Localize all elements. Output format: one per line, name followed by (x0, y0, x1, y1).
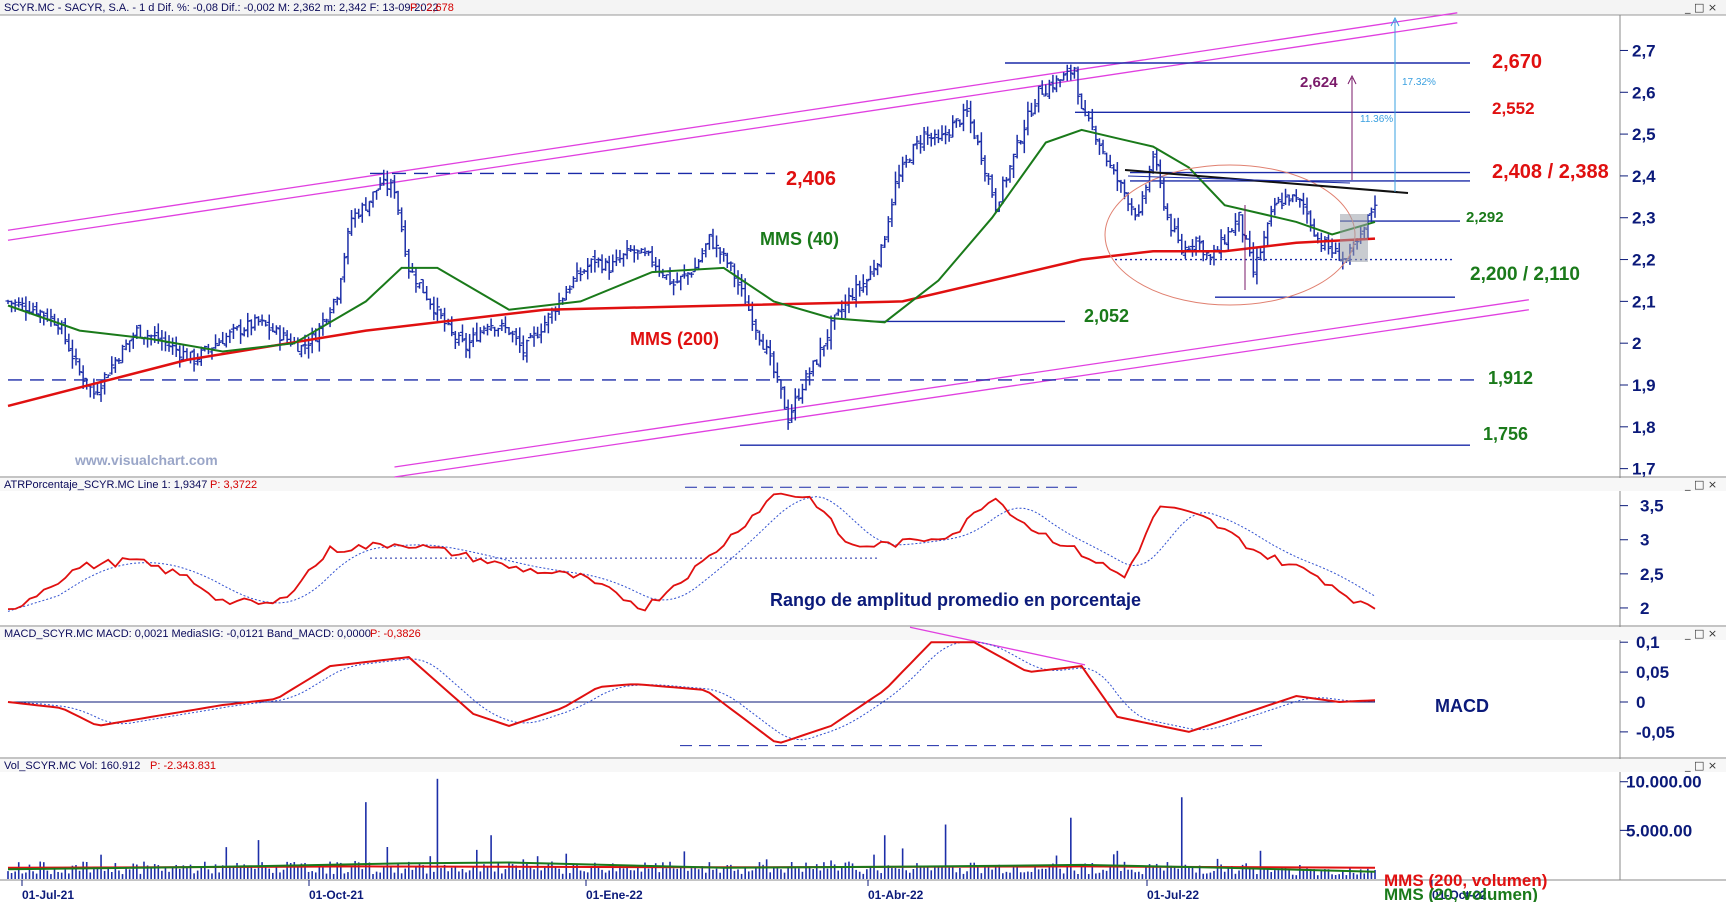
x-axis-tick-label: 01-Oct-21 (309, 888, 364, 902)
vol-panel-header: Vol_SCYR.MC Vol: 160.912 (4, 760, 140, 772)
y-axes: 1,7 1,8 1,9 2 2,1 2,2 2,3 2,4 2,5 2,6 2,7 (1620, 41, 1656, 479)
price-channel (7, 12, 1529, 478)
level-label-2200-2110: 2,200 / 2,110 (1470, 264, 1580, 285)
trendline-parallel (1127, 175, 1351, 184)
channel-upper-line-1 (7, 12, 1458, 231)
macd-divergence-line (909, 626, 1086, 666)
atr-axis-tick-label: 2 (1640, 599, 1649, 618)
atr-main-line (7, 492, 1376, 612)
atr-panel-window-buttons[interactable]: _ □ × (1684, 478, 1717, 491)
vol-mms20-line (7, 861, 1376, 873)
mms40-label: MMS (40) (760, 229, 839, 249)
price-axis-tick-label: 2,1 (1632, 292, 1656, 311)
price-axis-tick-label: 2,7 (1632, 41, 1656, 60)
level-label-2552: 2,552 (1492, 99, 1535, 118)
volume-panel: 10.000.00 5.000.00 (7, 773, 1702, 879)
macd-main-line (7, 641, 1376, 744)
vol-panel-window-buttons[interactable]: _ □ × (1684, 759, 1717, 772)
atr-title: Rango de amplitud promedio en porcentaje (770, 590, 1141, 610)
x-axis-tick-label: 01-Abr-22 (868, 888, 924, 902)
vol-mms20-label: MMS (20, volumen) (1384, 885, 1538, 902)
atr-panel-header: ATRPorcentaje_SCYR.MC Line 1: 1,9347 (4, 479, 207, 491)
price-axis-tick-label: 1,8 (1632, 418, 1656, 437)
macd-panel-window-buttons[interactable]: _ □ × (1684, 627, 1717, 640)
macd-title: MACD (1435, 696, 1489, 716)
atr-panel-header-p: P: 3,3722 (210, 479, 257, 491)
price-axis-tick-label: 2,4 (1632, 167, 1656, 186)
vol-panel-header-p: P: -2.343.831 (150, 760, 216, 772)
pct-label-1136: 11.36% (1360, 114, 1393, 125)
macd-panel-header: MACD_SCYR.MC MACD: 0,0021 MediaSIG: -0,0… (4, 628, 371, 640)
chart-drawings (1104, 16, 1409, 306)
atr-axis-tick-label: 3,5 (1640, 497, 1664, 516)
highlight-box (1340, 214, 1368, 262)
main-panel-header: SCYR.MC - SACYR, S.A. - 1 d Dif. %: -0,0… (4, 2, 439, 14)
watermark: www.visualchart.com (74, 452, 218, 468)
atr-axis-tick-label: 3 (1640, 531, 1649, 550)
target-arrowhead-cyan (1390, 16, 1400, 27)
atr-panel: 2 2,5 3 3,5 (7, 486, 1664, 618)
level-label-2406: 2,406 (786, 168, 836, 190)
x-axis: 01-Jul-21 01-Oct-21 01-Ene-22 01-Abr-22 01-J… (21, 880, 1487, 902)
vol-axis-tick-label: 5.000.00 (1626, 821, 1692, 840)
mms200-line (7, 237, 1376, 408)
mms200-label: MMS (200) (630, 329, 719, 349)
annotations: 2,670 2,552 2,624 2,408 / 2,388 2,406 2,… (74, 51, 1609, 902)
moving-averages (7, 128, 1376, 408)
macd-axis-tick-label: 0,1 (1636, 633, 1660, 652)
vol-mms200-label: MMS (200, volumen) (1384, 871, 1547, 890)
level-label-2052: 2,052 (1084, 306, 1129, 326)
x-axis-tick-label: 01-Ene-22 (586, 888, 643, 902)
atr-axis-tick-label: 2,5 (1640, 565, 1664, 584)
price-axis-tick-label: 2,3 (1632, 209, 1656, 228)
price-axis-tick-label: 2,2 (1632, 251, 1656, 270)
main-panel-header-p: P : 2,678 (410, 2, 454, 14)
level-label-2292: 2,292 (1466, 209, 1504, 226)
macd-panel: 0,1 0,05 0 -0,05 (7, 626, 1675, 747)
mms40-line (7, 128, 1376, 353)
price-axis-tick-label: 1,9 (1632, 376, 1656, 395)
vol-axis-tick-label: 10.000.00 (1626, 773, 1702, 792)
price-bars (5, 64, 1378, 430)
channel-lower-line-1 (394, 299, 1529, 468)
macd-panel-header-p: P: -0,3826 (370, 628, 421, 640)
main-panel-window-buttons[interactable]: _ □ × (1684, 1, 1717, 14)
level-label-1912: 1,912 (1488, 368, 1533, 388)
macd-axis-tick-label: 0 (1636, 693, 1645, 712)
price-axis-tick-label: 2,6 (1632, 83, 1656, 102)
channel-upper-line-2 (7, 22, 1458, 241)
target-arrowhead-purple (1347, 74, 1357, 85)
pct-label-1732: 17.32% (1402, 77, 1436, 88)
level-label-2670: 2,670 (1492, 51, 1542, 73)
price-axis-tick-label: 2,5 (1632, 125, 1656, 144)
level-label-1756: 1,756 (1483, 424, 1528, 444)
price-axis-tick-label: 2 (1632, 334, 1641, 353)
x-axis-tick-label: 01-Jul-22 (1147, 888, 1199, 902)
price-axis-tick-label: 1,7 (1632, 460, 1656, 479)
support-resistance-levels (8, 62, 1475, 446)
macd-axis-tick-label: 0,05 (1636, 663, 1669, 682)
macd-signal-line (7, 641, 1376, 741)
x-axis-tick-label: 01-Jul-21 (22, 888, 74, 902)
x-axis-tick-label: 01-Oct-22 (1432, 888, 1487, 902)
descending-trendline (1124, 169, 1409, 194)
macd-axis-tick-label: -0,05 (1636, 723, 1675, 742)
level-label-2408-2388: 2,408 / 2,388 (1492, 161, 1609, 183)
level-label-2624: 2,624 (1300, 74, 1338, 91)
channel-lower-line-2 (394, 309, 1529, 478)
